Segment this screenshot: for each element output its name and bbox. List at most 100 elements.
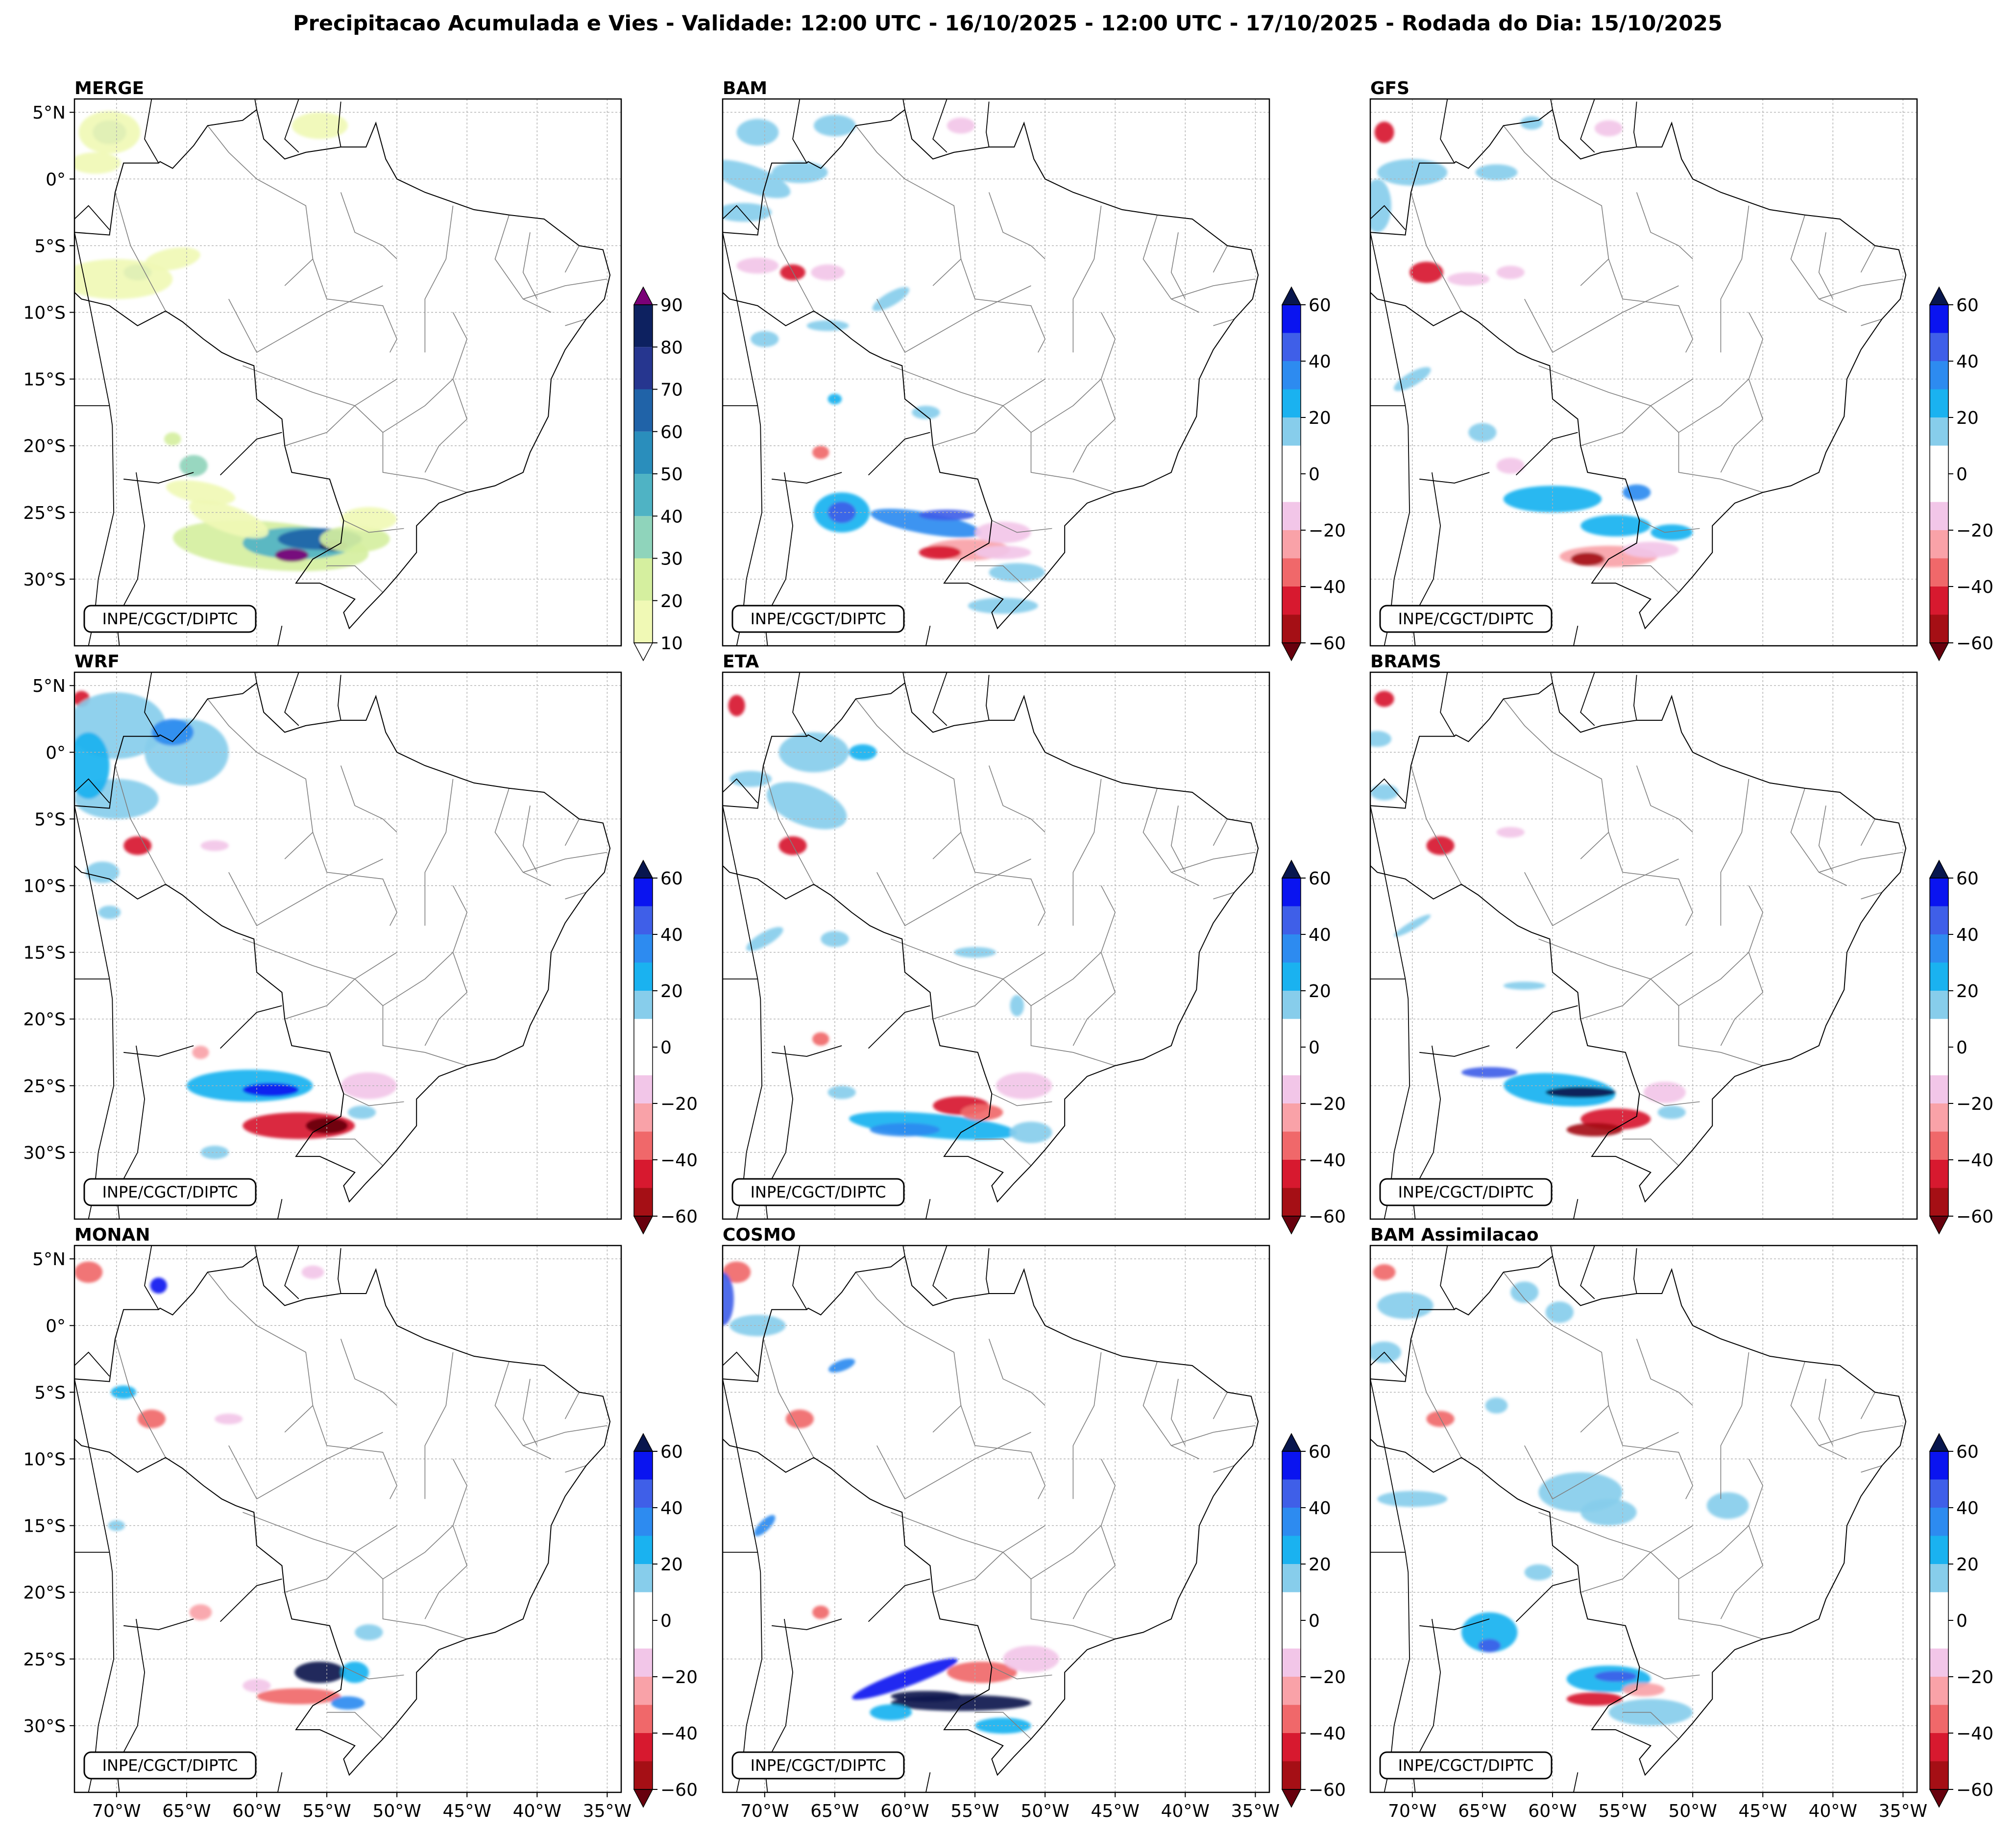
colorbar-segment xyxy=(1930,1047,1948,1076)
colorbar-segment xyxy=(634,1451,653,1480)
map-content xyxy=(1370,1246,1917,1792)
country-border xyxy=(902,672,905,683)
colorbar-segment xyxy=(1930,389,1948,417)
colorbar-segment xyxy=(1930,1451,1948,1480)
country-border xyxy=(1573,626,1579,646)
colorbar-segment xyxy=(1282,1564,1301,1592)
colorbar-max-extension xyxy=(1929,286,1949,305)
state-border xyxy=(327,1138,384,1166)
field-patch xyxy=(200,840,229,851)
state-border xyxy=(960,832,1046,926)
colorbar-segment xyxy=(1282,1592,1301,1620)
credit-box: INPE/CGCT/DIPTC xyxy=(83,1178,257,1206)
colorbar-tick-label: −20 xyxy=(1309,521,1346,541)
colorbar-max-extension xyxy=(1281,1433,1302,1452)
state-border xyxy=(1410,765,1462,885)
country-border xyxy=(868,1578,930,1622)
colorbar-segment xyxy=(1282,502,1301,530)
colorbar-bias: 60 40 20 0 −20 −40 −60 xyxy=(633,1433,698,1808)
colorbar-segment xyxy=(1930,878,1948,906)
field-patch xyxy=(200,1146,229,1159)
colorbar-max-extension xyxy=(1929,1433,1949,1452)
state-border xyxy=(1171,1425,1256,1446)
country-border xyxy=(123,1045,194,1057)
state-border xyxy=(115,765,166,885)
field-patch xyxy=(811,264,845,281)
colorbar-segment xyxy=(1930,502,1948,530)
lat-tick-label: 5°S xyxy=(34,1383,66,1403)
state-border xyxy=(975,1712,1032,1739)
colorbar-segment xyxy=(1282,1103,1301,1132)
field-patch xyxy=(1374,691,1394,707)
colorbar-bias: 60 40 20 0 −20 −40 −60 xyxy=(1929,859,1993,1235)
map-background xyxy=(1370,672,1917,1219)
lon-tick-label: 60°W xyxy=(880,1801,929,1821)
colorbar-segment xyxy=(634,389,653,432)
field-patch xyxy=(1370,179,1391,233)
borders xyxy=(723,672,1259,1219)
lon-tick-label: 55°W xyxy=(950,1801,999,1821)
lon-tick-label: 35°W xyxy=(583,1801,632,1821)
colorbar-tick-label: −40 xyxy=(1956,577,1993,597)
colorbar-tick-label: 60 xyxy=(1956,1442,1979,1462)
field-patch xyxy=(1485,1397,1508,1414)
field-patch xyxy=(1010,995,1024,1017)
colorbar-segment xyxy=(634,1592,653,1620)
state-border xyxy=(1524,1432,1679,1500)
colorbar-tick-label: 40 xyxy=(1956,1498,1979,1518)
colorbar-tick-label: 0 xyxy=(1309,1038,1320,1058)
field-patch xyxy=(1594,120,1623,137)
map-panel-eta: ETA INPE/CGCT/DIPTC 60 40 20 0 −20 −40 −60 xyxy=(722,652,1346,1235)
country-border xyxy=(986,1248,990,1294)
colorbar-segment xyxy=(1930,1677,1948,1705)
gridlines xyxy=(1370,99,1917,646)
state-border xyxy=(1142,215,1200,313)
map-frame xyxy=(722,671,1270,1220)
credit-label: INPE/CGCT/DIPTC xyxy=(751,1183,886,1201)
field-patch xyxy=(1594,1671,1637,1682)
colorbar-segment xyxy=(1930,614,1948,643)
colorbar-tick-label: 0 xyxy=(1956,1038,1967,1058)
state-border xyxy=(1170,806,1186,873)
colorbar-tick-label: 60 xyxy=(1956,869,1979,889)
field-patch xyxy=(257,1688,341,1705)
credit-box: INPE/CGCT/DIPTC xyxy=(731,1178,905,1206)
colorbar-tick-label: 40 xyxy=(1309,1498,1331,1518)
state-border xyxy=(1213,1392,1228,1419)
state-border xyxy=(876,858,1031,927)
credit-frame xyxy=(731,605,905,633)
lat-tick-label: 20°S xyxy=(23,1010,66,1030)
field-patch xyxy=(1394,914,1431,937)
field-patch xyxy=(166,480,236,505)
field-patch xyxy=(870,1704,912,1720)
colorbar-segment xyxy=(1282,614,1301,643)
field-patch xyxy=(355,1624,383,1640)
lat-tick-label: 0° xyxy=(46,170,66,190)
field-patch xyxy=(1644,1081,1686,1103)
colorbar-tick-label: −20 xyxy=(660,1667,698,1687)
gridlines xyxy=(74,1246,621,1792)
colorbar-tick-label: −40 xyxy=(1956,1150,1993,1171)
colorbar-segment xyxy=(634,1131,653,1160)
state-border xyxy=(763,192,814,312)
gridlines xyxy=(723,99,1269,646)
field-patch xyxy=(852,1658,958,1700)
colorbar-segment xyxy=(1282,1131,1301,1160)
colorbar-tick-label: 20 xyxy=(1309,1555,1331,1575)
colorbar-segment xyxy=(634,1019,653,1047)
field-patch xyxy=(179,455,208,477)
colorbar-tick-label: −20 xyxy=(1956,1094,1993,1114)
state-border xyxy=(975,1138,1032,1166)
field-patch xyxy=(806,320,849,331)
colorbar-tick-label: −60 xyxy=(660,1207,698,1227)
field-patch xyxy=(1377,1292,1433,1319)
colorbar-segment xyxy=(634,1761,653,1789)
colorbar-segment xyxy=(1282,587,1301,615)
colorbar-segment xyxy=(1930,1160,1948,1188)
field-patch xyxy=(1475,164,1518,181)
borders xyxy=(1370,672,1907,1219)
field-patch xyxy=(871,509,981,538)
state-border xyxy=(1623,1712,1679,1739)
map-panel-gfs: GFS INPE/CGCT/DIPTC 60 40 20 0 −20 −40 −60 xyxy=(1369,78,1993,661)
colorbar-max-extension xyxy=(633,859,654,879)
